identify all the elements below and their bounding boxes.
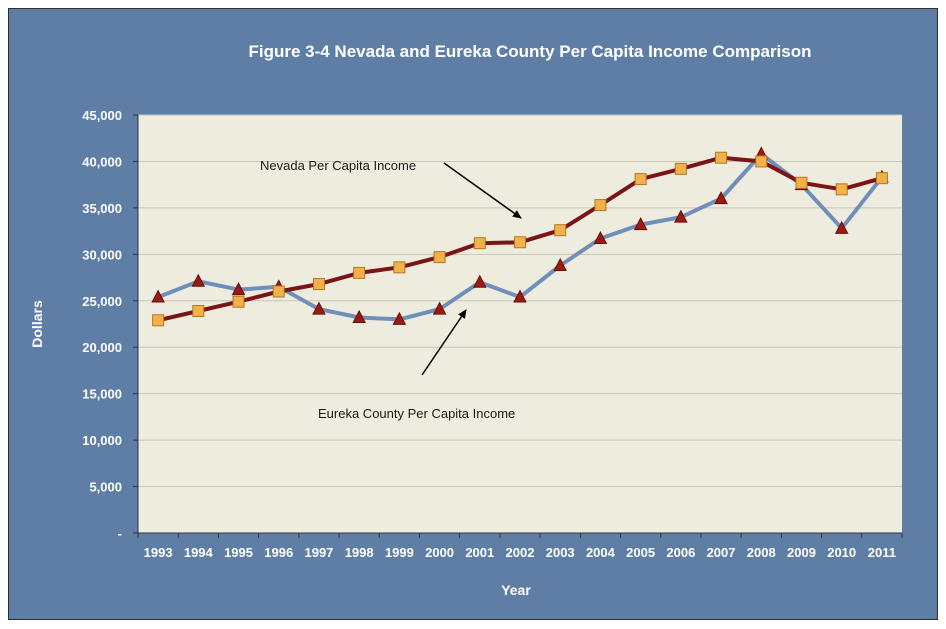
nevada-point: [554, 224, 567, 237]
x-tick-label: 2003: [546, 545, 575, 560]
nevada-point: [433, 251, 446, 264]
x-tick-label: 1995: [224, 545, 253, 560]
x-tick-label: 1994: [184, 545, 214, 560]
y-tick-label: 35,000: [82, 201, 122, 216]
eureka-point: [593, 230, 608, 245]
x-axis-title: Year: [501, 582, 531, 598]
gridlines: [138, 114, 902, 488]
annotation-arrow-nevada: [443, 162, 522, 219]
x-tick-label: 1997: [304, 545, 333, 560]
x-tick-label: 1993: [144, 545, 173, 560]
eureka-point: [834, 220, 849, 234]
x-tick-label: 1996: [264, 545, 293, 560]
eureka-point: [392, 311, 407, 325]
y-tick-label: 40,000: [82, 154, 122, 169]
x-tick-label: 2006: [666, 545, 695, 560]
nevada-point: [875, 172, 888, 185]
nevada-point: [674, 162, 687, 175]
eureka-point: [312, 301, 326, 315]
x-tick-label: 2001: [465, 545, 494, 560]
nevada-point: [473, 237, 486, 250]
eureka-point: [432, 301, 447, 315]
eureka-point: [633, 217, 648, 231]
y-tick-label: -: [118, 526, 122, 541]
annotations: Nevada Per Capita Income Eureka County Pe…: [260, 158, 522, 421]
x-tick-label: 2007: [707, 545, 736, 560]
y-tick-label: 30,000: [82, 247, 122, 262]
y-tick-label: 5,000: [89, 480, 122, 495]
nevada-point: [715, 151, 728, 164]
annotation-arrow-eureka: [421, 309, 467, 376]
x-tick-label: 2011: [868, 545, 896, 560]
nevada-point: [514, 236, 526, 249]
nevada-point: [312, 278, 325, 291]
chart-title: Figure 3-4 Nevada and Eureka County Per …: [248, 42, 812, 61]
nevada-point: [353, 266, 366, 279]
x-tick-label: 2010: [827, 545, 856, 560]
nevada-point: [755, 155, 768, 168]
y-tick-label: 45,000: [82, 108, 122, 123]
y-tick-label: 10,000: [82, 433, 122, 448]
plot-area: [138, 115, 902, 533]
y-tick-label: 15,000: [82, 387, 122, 402]
x-tick-label: 1998: [345, 545, 374, 560]
nevada-point: [634, 173, 647, 186]
x-tick-label: 2009: [787, 545, 816, 560]
annotation-eureka: Eureka County Per Capita Income: [318, 406, 515, 421]
x-tick-label: 2000: [425, 545, 454, 560]
nevada-point: [192, 304, 205, 317]
nevada-point: [594, 199, 607, 212]
eureka-point: [352, 309, 366, 323]
y-tick-label: 20,000: [82, 340, 122, 355]
y-axis-title: Dollars: [29, 300, 45, 348]
y-tick-label: 25,000: [82, 294, 122, 309]
axes: - 5,000 10,000 15,000 20,000 25,000 30,000 35,0…: [82, 108, 903, 560]
x-tick-label: 2008: [747, 545, 776, 560]
eureka-point: [191, 273, 206, 287]
annotation-nevada: Nevada Per Capita Income: [260, 158, 416, 173]
nevada-point: [393, 261, 406, 274]
x-tick-label: 1999: [385, 545, 414, 560]
eureka-point: [513, 289, 527, 303]
nevada-point: [152, 314, 165, 327]
series: [151, 146, 889, 327]
eureka-point: [472, 274, 487, 288]
eureka-point: [674, 209, 688, 223]
eureka-point: [231, 282, 246, 296]
nevada-point: [272, 285, 285, 298]
x-tick-label: 2005: [626, 545, 655, 560]
nevada-point: [232, 295, 245, 308]
eureka-point: [714, 191, 728, 205]
eureka-point: [151, 289, 165, 303]
nevada-point: [835, 183, 848, 196]
x-tick-label: 2002: [506, 545, 535, 560]
x-tick-label: 2004: [586, 545, 616, 560]
eureka-point: [553, 257, 568, 271]
nevada-point: [795, 176, 808, 189]
